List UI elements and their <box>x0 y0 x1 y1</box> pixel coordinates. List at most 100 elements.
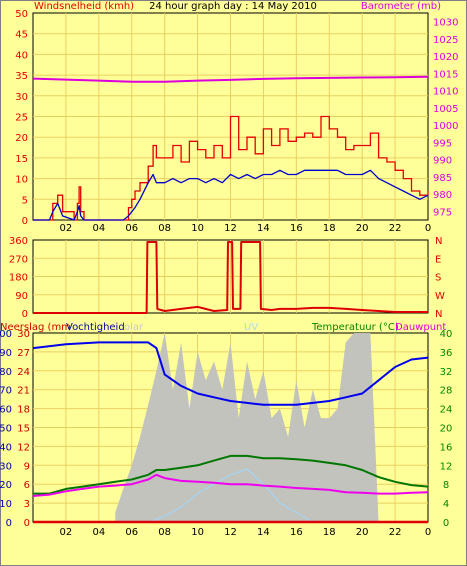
wind-tick-label: 50 <box>15 9 28 20</box>
barometer-axis-label: Barometer (mb) <box>361 1 441 12</box>
humidity-label: Vochtigheid <box>66 322 125 333</box>
temperature-tick-label: 28 <box>440 386 453 397</box>
wind-gust-line <box>33 115 429 221</box>
temperature-tick-label: 24 <box>440 405 453 416</box>
temperature-label: Temperatuur (°C) <box>311 322 399 333</box>
compass-tick-label: E <box>435 254 441 265</box>
time-tick-label: 16 <box>290 223 303 234</box>
barometer-tick-label: 990 <box>433 156 452 167</box>
rain-tick-label: 27 <box>17 348 30 359</box>
direction-tick-label: 0 <box>22 309 28 320</box>
barometer-tick-label: 1025 <box>433 35 458 46</box>
time-tick-label: 04 <box>92 527 105 538</box>
rain-tick-label: 9 <box>24 461 30 472</box>
wind-tick-label: 30 <box>15 92 28 103</box>
humidity-tick-label: 80 <box>0 367 12 378</box>
direction-tick-label: 90 <box>15 291 28 302</box>
time-tick-label: 06 <box>125 527 138 538</box>
direction-tick-label: 180 <box>9 273 28 284</box>
humidity-tick-label: 70 <box>0 386 12 397</box>
compass-tick-label: N <box>435 236 442 247</box>
rain-tick-label: 15 <box>17 424 30 435</box>
time-tick-label: 08 <box>158 223 171 234</box>
barometer-tick-label: 1015 <box>433 69 458 80</box>
uv-label: UV <box>244 322 258 333</box>
time-tick-label: 22 <box>389 527 402 538</box>
time-tick-label: 18 <box>323 223 336 234</box>
temperature-tick-label: 40 <box>440 329 453 340</box>
time-tick-label: 10 <box>191 223 204 234</box>
humidity-line <box>32 341 429 406</box>
time-tick-label: 14 <box>257 223 270 234</box>
humidity-tick-label: 0 <box>6 518 12 529</box>
time-tick-label: 04 <box>92 223 105 234</box>
uv-line <box>148 468 314 523</box>
time-tick-label: 12 <box>224 527 237 538</box>
temperature-tick-label: 8 <box>443 480 449 491</box>
humidity-tick-label: 40 <box>0 442 12 453</box>
barometer-tick-label: 1020 <box>433 52 458 63</box>
time-tick-label: 10 <box>191 527 204 538</box>
rain-tick-label: 3 <box>24 499 30 510</box>
wind-tick-label: 35 <box>15 71 28 82</box>
humidity-tick-label: 20 <box>0 480 12 491</box>
rain-tick-label: 21 <box>17 386 30 397</box>
humidity-tick-label: 30 <box>0 461 12 472</box>
barometer-tick-label: 1000 <box>433 121 458 132</box>
dewpoint-line <box>32 473 429 497</box>
barometer-line <box>32 75 429 83</box>
rain-tick-label: 18 <box>17 405 30 416</box>
barometer-tick-label: 1005 <box>433 104 458 115</box>
wind-tick-label: 40 <box>15 50 28 61</box>
direction-tick-label: 270 <box>9 254 28 265</box>
humidity-tick-label: 60 <box>0 405 12 416</box>
barometer-tick-label: 1010 <box>433 87 458 98</box>
humidity-tick-label: 100 <box>0 329 12 340</box>
time-tick-label: 0 <box>425 527 431 538</box>
humidity-tick-label: 50 <box>0 424 12 435</box>
time-tick-label: 20 <box>356 223 369 234</box>
rain-tick-label: 30 <box>17 329 30 340</box>
time-tick-label: 02 <box>60 223 73 234</box>
temperature-tick-label: 16 <box>440 442 453 453</box>
barometer-tick-label: 980 <box>433 190 452 201</box>
solar-radiation-area <box>115 333 379 522</box>
time-tick-label: 22 <box>389 223 402 234</box>
rain-tick-label: 24 <box>17 367 30 378</box>
wind-axis-label: Windsnelheid (kmh) <box>34 1 134 12</box>
wind-tick-label: 25 <box>15 113 28 124</box>
wind-tick-label: 10 <box>15 175 28 186</box>
barometer-tick-label: 1030 <box>433 18 458 29</box>
time-tick-label: 20 <box>356 527 369 538</box>
barometer-tick-label: 985 <box>433 173 452 184</box>
wind-tick-label: 15 <box>15 154 28 165</box>
temperature-tick-label: 0 <box>443 518 449 529</box>
time-tick-label: 0 <box>425 223 431 234</box>
rain-tick-label: 6 <box>24 480 30 491</box>
wind-direction-line <box>33 241 428 314</box>
wind-tick-label: 5 <box>22 195 28 206</box>
humidity-tick-label: 10 <box>0 499 12 510</box>
barometer-tick-label: 995 <box>433 138 452 149</box>
wind-speed-line <box>33 169 429 221</box>
time-tick-label: 02 <box>60 527 73 538</box>
rain-tick-label: 12 <box>17 442 30 453</box>
time-tick-label: 12 <box>224 223 237 234</box>
barometer-tick-label: 975 <box>433 207 452 218</box>
direction-tick-label: 360 <box>9 236 28 247</box>
temperature-tick-label: 12 <box>440 461 453 472</box>
compass-tick-label: S <box>435 273 441 284</box>
wind-tick-label: 0 <box>22 216 28 227</box>
temperature-tick-label: 36 <box>440 348 453 359</box>
compass-tick-label: N <box>435 309 442 320</box>
time-tick-label: 16 <box>290 527 303 538</box>
temperature-tick-label: 32 <box>440 367 453 378</box>
chart-marks: 0510152025303540455097598098599099510001… <box>0 9 458 538</box>
temperature-tick-label: 4 <box>443 499 449 510</box>
wind-tick-label: 20 <box>15 133 28 144</box>
chart-title: 24 hour graph day : 14 May 2010 <box>149 1 317 12</box>
humidity-tick-label: 90 <box>0 348 12 359</box>
wind-tick-label: 45 <box>15 30 28 41</box>
time-tick-label: 08 <box>158 527 171 538</box>
